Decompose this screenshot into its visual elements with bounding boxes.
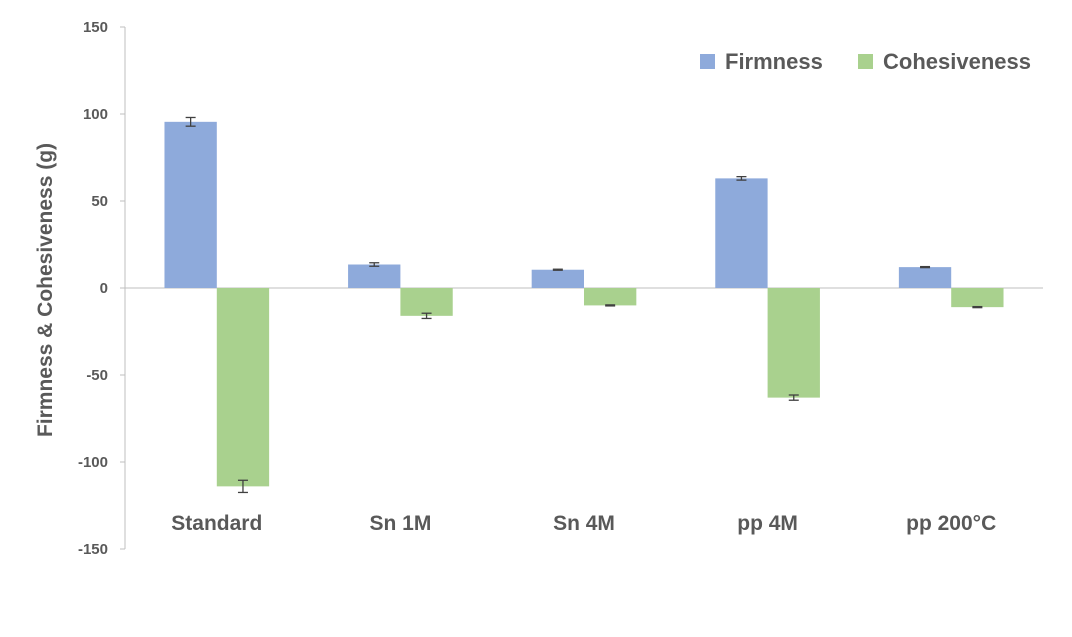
bar-firmness-3: [715, 178, 768, 288]
category-labels: Standard Sn 1M Sn 4M pp 4M pp 200°C: [171, 512, 996, 535]
y-tick-label: 150: [83, 19, 108, 36]
y-tick-label: 50: [91, 193, 108, 210]
bar-cohesiveness-3: [767, 288, 820, 398]
y-axis-title: Firmness & Cohesiveness (g): [34, 143, 57, 437]
y-tick-label: -150: [78, 541, 108, 558]
bars: [164, 121, 1004, 487]
legend-swatch-cohesiveness: [858, 54, 873, 69]
bar-firmness-4: [898, 267, 952, 288]
bar-cohesiveness-1: [400, 288, 453, 316]
bar-firmness-2: [531, 269, 584, 288]
legend-label-cohesiveness: Cohesiveness: [883, 49, 1031, 74]
legend-label-firmness: Firmness: [725, 49, 823, 74]
y-tick-label: -100: [78, 454, 108, 471]
error-bars: [185, 116, 983, 494]
category-label: Standard: [171, 512, 262, 535]
category-label: pp 200°C: [906, 512, 996, 535]
y-tick-label: -50: [86, 367, 108, 384]
y-axis: 150 100 50 0 -50 -100 -150: [78, 19, 126, 558]
y-tick-label: 100: [83, 106, 108, 123]
bar-cohesiveness-0: [216, 288, 270, 487]
bar-cohesiveness-2: [584, 288, 637, 306]
category-label: pp 4M: [737, 512, 798, 535]
y-tick-label: 0: [100, 280, 108, 297]
legend-swatch-firmness: [700, 54, 715, 69]
legend: Firmness Cohesiveness: [700, 49, 1031, 74]
bar-firmness-0: [164, 121, 217, 288]
bar-cohesiveness-4: [951, 288, 1004, 308]
bar-firmness-1: [348, 264, 401, 288]
category-label: Sn 4M: [553, 512, 615, 535]
category-label: Sn 1M: [369, 512, 431, 535]
